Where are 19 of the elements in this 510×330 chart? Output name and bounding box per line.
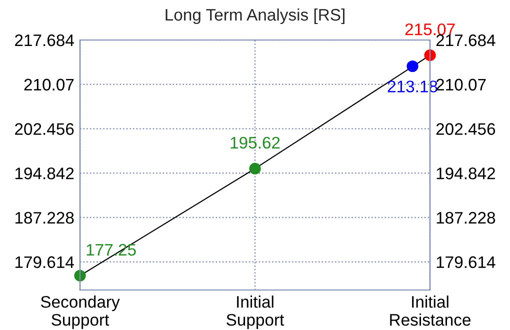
y2-tick-label: 210.07	[436, 78, 486, 91]
y2-tick-label: 217.684	[436, 34, 496, 46]
y-tick-label: 210.07	[24, 78, 74, 91]
y2-tick-label: 187.228	[436, 212, 496, 224]
x-tick-label: Secondary Support	[40, 296, 120, 330]
x-tick-label: Initial Resistance	[390, 296, 470, 326]
y-tick-label: 202.456	[15, 123, 74, 135]
data-label: 213.18	[388, 80, 438, 92]
x-tick-label: Initial Support	[226, 296, 284, 330]
y-tick-label: 194.842	[15, 168, 74, 180]
y2-tick-label: 179.614	[436, 256, 496, 268]
data-label: 195.62	[230, 136, 280, 149]
chart-title: Long Term Analysis [RS]	[166, 8, 344, 24]
y-tick-label: 217.684	[15, 34, 74, 46]
data-label: 215.07	[405, 23, 455, 36]
y-tick-label: 187.228	[15, 212, 74, 224]
y2-tick-label: 194.842	[436, 168, 495, 180]
y-tick-label: 179.614	[15, 256, 74, 268]
y2-tick-label: 202.456	[436, 123, 496, 135]
